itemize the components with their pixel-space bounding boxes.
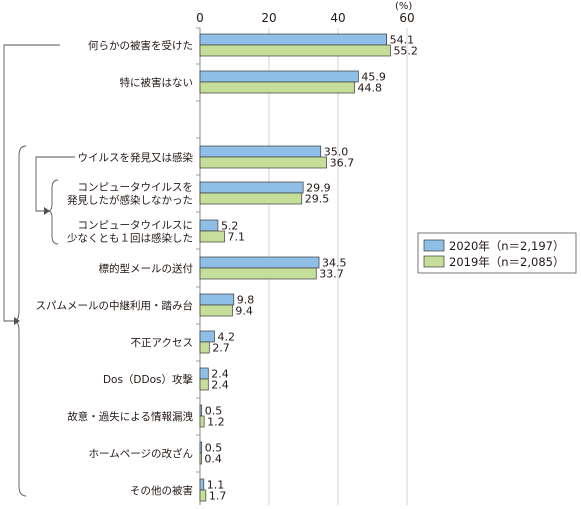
- value-label: 9.4: [235, 305, 253, 318]
- bar-2020: [199, 293, 235, 306]
- category-label: 不正アクセス: [131, 337, 193, 349]
- value-label: 0.5: [205, 442, 223, 455]
- outer-bracket: [3, 44, 60, 322]
- bar-2020: [199, 145, 322, 158]
- legend-label: 2019年（n＝2,085）: [449, 255, 564, 269]
- x-tick-labels: 0 20 40 60: [196, 11, 414, 25]
- value-label: 2.7: [212, 342, 230, 355]
- bar-2020: [199, 404, 203, 417]
- legend-swatch: [423, 255, 445, 268]
- bar-2020: [199, 478, 205, 491]
- value-label: 35.0: [324, 146, 349, 159]
- x-tick-label: 20: [261, 11, 276, 25]
- value-label: 54.1: [390, 34, 415, 47]
- value-label: 34.5: [322, 257, 347, 270]
- category-brackets: [3, 44, 75, 497]
- value-label: 36.7: [330, 157, 355, 170]
- category-label: ウイルスを発見又は感染: [78, 151, 194, 164]
- bar-2020: [199, 70, 359, 83]
- category-label: その他の被害: [130, 484, 193, 497]
- value-label: 1.1: [207, 479, 225, 492]
- value-labels: 54.145.935.029.95.234.59.84.22.40.50.51.…: [204, 34, 418, 503]
- group-brace: [13, 145, 27, 497]
- bar-2019: [199, 341, 210, 354]
- bar-2019: [199, 304, 233, 317]
- category-label: ホームページの改ざん: [89, 447, 193, 460]
- category-label: 何らかの被害を受けた: [88, 39, 193, 52]
- value-label: 5.2: [221, 220, 239, 233]
- category-label: 発見したが感染しなかった: [67, 194, 193, 207]
- bar-2020: [199, 33, 387, 46]
- inner-brace: [47, 179, 59, 245]
- x-tick-label: 40: [330, 11, 345, 25]
- bar-2019: [199, 489, 207, 502]
- value-label: 1.7: [209, 490, 227, 503]
- category-label: コンピュータウイルスを: [78, 182, 194, 194]
- value-label: 1.2: [207, 416, 225, 429]
- inner-bracket: [35, 156, 75, 212]
- bar-2019: [199, 378, 209, 391]
- bar-2020: [199, 441, 203, 454]
- category-label: 故意・過失による情報漏洩: [67, 410, 193, 423]
- category-labels: 何らかの被害を受けた特に被害はないウイルスを発見又は感染コンピュータウイルスを発…: [36, 39, 194, 497]
- bar-2019: [199, 156, 327, 169]
- bar-2019: [199, 415, 205, 428]
- legend: 2020年（n＝2,197） 2019年（n＝2,085）: [417, 232, 577, 274]
- category-label: 少なくとも１回は感染した: [67, 232, 193, 245]
- category-label: 標的型メールの送付: [99, 262, 194, 275]
- bar-2019: [199, 267, 317, 280]
- value-label: 29.9: [306, 182, 331, 195]
- legend-swatch: [423, 239, 445, 252]
- bar-2019: [199, 81, 355, 94]
- value-label: 2.4: [211, 368, 229, 381]
- category-label: Dos（DDos）攻撃: [103, 373, 194, 386]
- bars: [199, 33, 391, 502]
- value-label: 29.5: [305, 193, 330, 206]
- value-label: 9.8: [237, 294, 255, 307]
- value-label: 7.1: [227, 231, 245, 244]
- bar-2019: [199, 192, 303, 205]
- bar-2019: [199, 452, 202, 465]
- category-label: スパムメールの中継利用・踏み台: [36, 299, 194, 312]
- category-label: 特に被害はない: [120, 76, 194, 89]
- legend-label: 2020年（n＝2,197）: [449, 239, 564, 253]
- bar-2020: [199, 181, 304, 194]
- unit-label: (%): [395, 1, 412, 12]
- x-tick-label: 0: [196, 11, 204, 25]
- value-label: 0.5: [205, 405, 223, 418]
- value-label: 44.8: [358, 82, 383, 95]
- bar-2020: [199, 330, 215, 343]
- bar-2020: [199, 256, 320, 269]
- value-label: 2.4: [211, 379, 229, 392]
- value-label: 55.2: [393, 45, 418, 58]
- bar-2019: [199, 44, 391, 57]
- bar-2020: [199, 219, 219, 232]
- bar-2020: [199, 367, 209, 380]
- value-label: 0.4: [204, 453, 222, 466]
- category-label: コンピュータウイルスに: [78, 220, 194, 232]
- x-tick-label: 60: [399, 11, 414, 25]
- value-label: 45.9: [361, 71, 386, 84]
- outer-bracket-arrow: [14, 317, 20, 325]
- value-label: 33.7: [319, 268, 344, 281]
- value-label: 4.2: [217, 331, 235, 344]
- bar-2019: [199, 230, 225, 243]
- inner-bracket-arrow: [44, 207, 50, 215]
